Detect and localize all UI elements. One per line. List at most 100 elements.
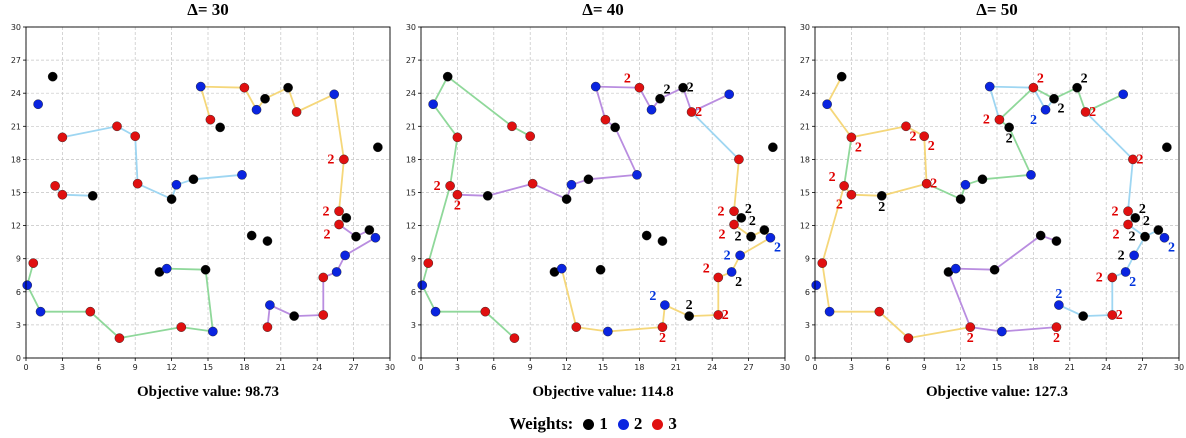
objective-value: Objective value: 127.3: [926, 384, 1068, 400]
y-tick-label: 24: [11, 89, 21, 98]
x-tick-label: 9: [922, 363, 927, 372]
data-point-weight-3: [817, 258, 828, 268]
point-annotation: 2: [1058, 102, 1065, 117]
x-tick-label: 24: [312, 363, 322, 372]
y-tick-label: 21: [406, 122, 416, 131]
chart-panel-1: Δ= 30 0 3 6 9 12 15 18 21 24 27 30 0 3 6 9 12 15 18 21 24 27 3…: [0, 0, 395, 410]
legend-item-3: 3: [652, 414, 677, 434]
data-point-weight-1: [561, 194, 572, 204]
x-tick-label: 24: [707, 363, 717, 372]
x-tick-label: 9: [528, 363, 533, 372]
y-tick-label: 6: [16, 288, 21, 297]
point-annotation: 2: [649, 289, 656, 304]
plot-frame: [25, 26, 391, 359]
data-point-weight-1: [188, 174, 199, 185]
data-point-weight-3: [445, 181, 455, 191]
point-annotation: 2: [735, 275, 742, 290]
point-annotation: 2: [724, 248, 731, 263]
data-point-weight-3: [480, 306, 491, 317]
route-line-2: [843, 137, 853, 187]
data-point-weight-3: [85, 306, 96, 317]
point-annotation: 2: [624, 72, 631, 87]
point-annotation: 2: [1116, 308, 1123, 323]
data-point-weight-2: [1120, 267, 1131, 277]
data-point-weight-3: [334, 206, 344, 217]
data-point-weight-3: [318, 310, 329, 320]
point-annotation: 2: [686, 298, 693, 313]
point-annotation: 2: [1113, 227, 1120, 242]
data-point-weight-2: [1129, 250, 1139, 261]
data-point-weight-1: [1072, 82, 1082, 93]
data-point-weight-1: [989, 264, 1000, 275]
data-point-weight-2: [161, 263, 172, 274]
legend-item-2: 2: [617, 414, 642, 434]
data-point-weight-1: [260, 93, 270, 104]
data-point-weight-2: [1118, 89, 1128, 100]
point-annotation: 2: [719, 227, 726, 242]
data-point-weight-2: [735, 250, 745, 261]
data-point-weight-1: [836, 71, 847, 82]
point-annotation: 2: [1055, 287, 1062, 302]
x-tick-label: 9: [133, 363, 138, 372]
data-point-weight-2: [370, 232, 381, 243]
y-tick-label: 0: [805, 354, 810, 363]
point-annotation: 2: [722, 308, 729, 323]
data-point-weight-1: [442, 71, 453, 82]
y-tick-label: 30: [406, 23, 416, 32]
x-tick-label: 3: [60, 363, 65, 372]
data-point-weight-3: [729, 206, 739, 217]
point-annotation: 2: [930, 177, 937, 192]
y-tick-label: 30: [800, 23, 810, 32]
data-point-weight-3: [452, 189, 463, 200]
y-tick-label: 24: [406, 89, 416, 98]
y-tick-label: 0: [16, 354, 21, 363]
chart-panel-3: Δ= 50 0 3 6 9 12 15 18 21 24 27 30 0 3 6 9 12 15 18 21 24 27 3…: [789, 0, 1184, 410]
data-point-weight-2: [329, 89, 339, 100]
chart-svg-3: Δ= 50 0 3 6 9 12 15 18 21 24 27 30 0 3 6 9 12 15 18 21 24 27 3…: [800, 0, 1184, 400]
data-point-weight-1: [351, 231, 361, 242]
data-point-weight-1: [1140, 231, 1150, 242]
point-annotation: 2: [836, 198, 843, 213]
x-tick-label: 6: [491, 363, 496, 372]
point-annotation: 2: [967, 331, 974, 346]
data-point-weight-3: [114, 333, 125, 343]
data-point-weight-1: [955, 194, 966, 204]
data-point-weight-3: [525, 131, 535, 142]
data-point-weight-3: [571, 322, 582, 332]
data-point-weight-2: [265, 300, 275, 310]
data-point-weight-3: [1107, 272, 1118, 283]
data-point-weight-3: [291, 107, 302, 117]
data-point-weight-1: [1153, 225, 1164, 235]
data-point-weight-3: [994, 114, 1005, 125]
point-annotation: 2: [1168, 241, 1175, 256]
data-point-weight-2: [726, 267, 737, 277]
point-annotation: 2: [323, 204, 330, 219]
y-tick-label: 9: [411, 255, 416, 264]
data-point-weight-1: [373, 142, 383, 153]
data-point-weight-1: [1130, 213, 1141, 223]
data-point-weight-1: [246, 230, 257, 241]
chart-panel-2: Δ= 40 0 3 6 9 12 15 18 21 24 27 30 0 3 6 9 12 15 18 21 24 27 3…: [395, 0, 790, 410]
point-annotation: 2: [749, 214, 756, 229]
x-tick-label: 12: [562, 363, 572, 372]
data-point-weight-2: [331, 267, 342, 277]
data-point-weight-2: [590, 81, 601, 92]
x-tick-label: 0: [812, 363, 817, 372]
chart-svg-2: Δ= 40 0 3 6 9 12 15 18 21 24 27 30 0 3 6 9 12 15 18 21 24 27 3…: [406, 0, 790, 400]
x-tick-label: 21: [1065, 363, 1075, 372]
data-point-weight-2: [984, 81, 995, 92]
data-point-weight-3: [729, 219, 739, 230]
chart-title: Δ= 50: [976, 0, 1018, 19]
point-annotation: 2: [829, 170, 836, 185]
data-point-weight-3: [452, 132, 463, 143]
data-point-weight-3: [132, 178, 143, 189]
data-point-weight-2: [33, 99, 43, 110]
x-tick-label: 24: [1101, 363, 1111, 372]
data-point-weight-2: [237, 170, 247, 180]
data-point-weight-1: [595, 264, 606, 275]
data-point-weight-2: [960, 179, 971, 190]
chart-title: Δ= 40: [582, 0, 624, 19]
legend-marker-2: [617, 418, 629, 430]
data-point-weight-3: [318, 272, 329, 283]
data-point-weight-3: [1128, 154, 1138, 165]
